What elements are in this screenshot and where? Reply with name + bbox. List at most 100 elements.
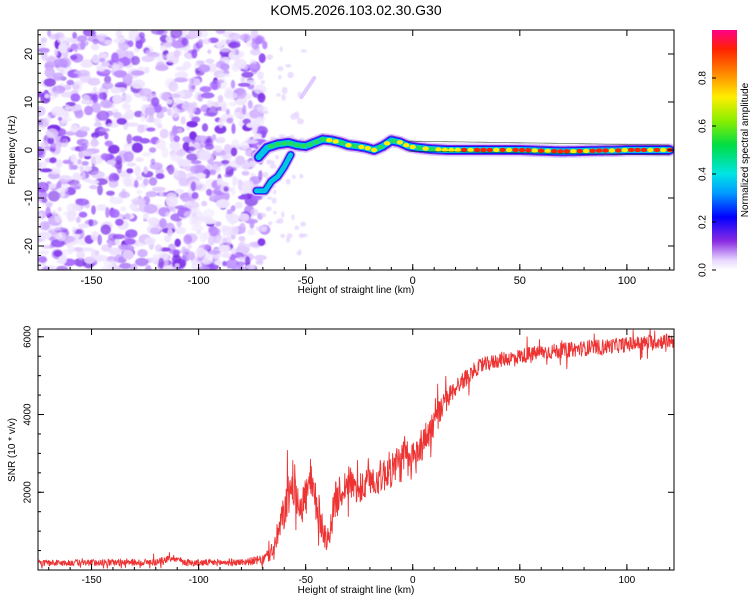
- noise-blob: [175, 226, 187, 235]
- colorbar-gradient: [712, 30, 737, 270]
- noise-blob: [82, 247, 94, 252]
- signal-core-blob: [332, 139, 339, 144]
- noise-blob: [245, 148, 254, 157]
- noise-blob: [118, 244, 129, 250]
- noise-blob: [208, 169, 217, 176]
- noise-blob: [122, 249, 134, 260]
- noise-blob: [186, 120, 198, 128]
- noise-blob: [155, 173, 165, 180]
- noise-blob: [105, 207, 110, 218]
- signal-core-blob: [293, 143, 301, 148]
- noise-blob: [155, 64, 169, 71]
- noise-blob: [74, 109, 84, 119]
- noise-blob: [147, 217, 160, 226]
- noise-blob: [285, 63, 292, 68]
- noise-blob: [53, 90, 60, 98]
- noise-blob: [235, 155, 246, 166]
- noise-blob: [230, 147, 238, 157]
- noise-blob: [227, 151, 232, 163]
- noise-blob: [250, 30, 258, 39]
- noise-blob: [126, 168, 134, 174]
- noise-blob: [136, 189, 143, 195]
- noise-blob: [52, 72, 64, 81]
- x-tick-label: -50: [298, 275, 314, 287]
- noise-blob: [38, 47, 50, 54]
- noise-blob: [91, 170, 105, 179]
- noise-blob: [291, 174, 296, 179]
- signal-core-blob: [583, 148, 590, 154]
- noise-blob: [141, 55, 155, 63]
- noise-blob: [201, 92, 215, 99]
- noise-blob: [291, 214, 295, 221]
- noise-blob: [112, 234, 125, 240]
- noise-blob: [257, 238, 266, 247]
- noise-blob: [60, 187, 65, 198]
- noise-blob: [203, 208, 215, 218]
- noise-blob: [178, 177, 190, 186]
- x-tick-label: 0: [410, 275, 416, 287]
- noise-blob: [177, 128, 183, 133]
- noise-blob: [80, 142, 88, 152]
- noise-blob: [180, 116, 186, 125]
- x-tick-label: -100: [188, 275, 210, 287]
- signal-core-blob: [428, 147, 436, 152]
- noise-blob: [166, 93, 181, 99]
- noise-blob: [278, 134, 286, 138]
- x-tick-label: -150: [82, 575, 102, 586]
- noise-blob: [58, 42, 68, 54]
- signal-core-blob: [576, 148, 583, 154]
- noise-blob: [78, 211, 88, 218]
- noise-blob: [71, 226, 76, 234]
- noise-blob: [230, 79, 236, 89]
- noise-blob: [253, 84, 267, 95]
- noise-blob: [88, 219, 94, 227]
- noise-blob: [173, 49, 180, 58]
- signal-core-blob: [383, 141, 391, 146]
- noise-blob: [167, 164, 175, 175]
- noise-blob: [45, 206, 51, 217]
- noise-blob: [211, 134, 217, 141]
- noise-blob: [38, 124, 46, 131]
- noise-blob: [81, 150, 87, 157]
- noise-blob: [91, 205, 96, 215]
- noise-blob: [215, 235, 227, 245]
- noise-blob: [217, 73, 231, 78]
- noise-blob: [131, 55, 140, 66]
- noise-blob: [51, 106, 65, 117]
- noise-blob: [130, 263, 138, 270]
- noise-blob: [150, 158, 156, 165]
- noise-blob: [191, 49, 198, 59]
- noise-blob: [113, 70, 127, 78]
- noise-blob: [205, 58, 215, 64]
- signal-core-blob: [306, 142, 314, 147]
- noise-blob: [191, 216, 199, 225]
- noise-blob: [125, 229, 138, 239]
- signal-core-blob: [595, 148, 603, 153]
- noise-blob: [67, 210, 77, 218]
- noise-blob: [49, 167, 61, 175]
- noise-blob: [92, 86, 98, 93]
- signal-core-blob: [422, 146, 429, 151]
- noise-blob: [84, 165, 92, 172]
- noise-blob: [80, 61, 93, 68]
- noise-blob: [271, 197, 277, 204]
- signal-core-blob: [608, 148, 616, 153]
- signal-core-blob: [480, 147, 487, 153]
- noise-blob: [227, 41, 241, 49]
- noise-blob: [155, 139, 166, 150]
- noise-blob: [46, 114, 52, 124]
- noise-blob: [58, 254, 67, 265]
- noise-blob: [96, 65, 106, 72]
- noise-blob: [268, 221, 273, 226]
- signal-core-blob: [563, 149, 571, 154]
- noise-blob: [187, 251, 196, 261]
- noise-blob: [185, 200, 192, 206]
- noise-blob: [233, 112, 241, 117]
- noise-blob: [177, 158, 191, 167]
- signal-core-blob: [660, 147, 667, 153]
- spectrogram-x-label: Height of straight line (km): [298, 285, 415, 296]
- noise-blob: [145, 264, 152, 270]
- noise-blob: [131, 142, 143, 153]
- noise-blob: [228, 101, 238, 107]
